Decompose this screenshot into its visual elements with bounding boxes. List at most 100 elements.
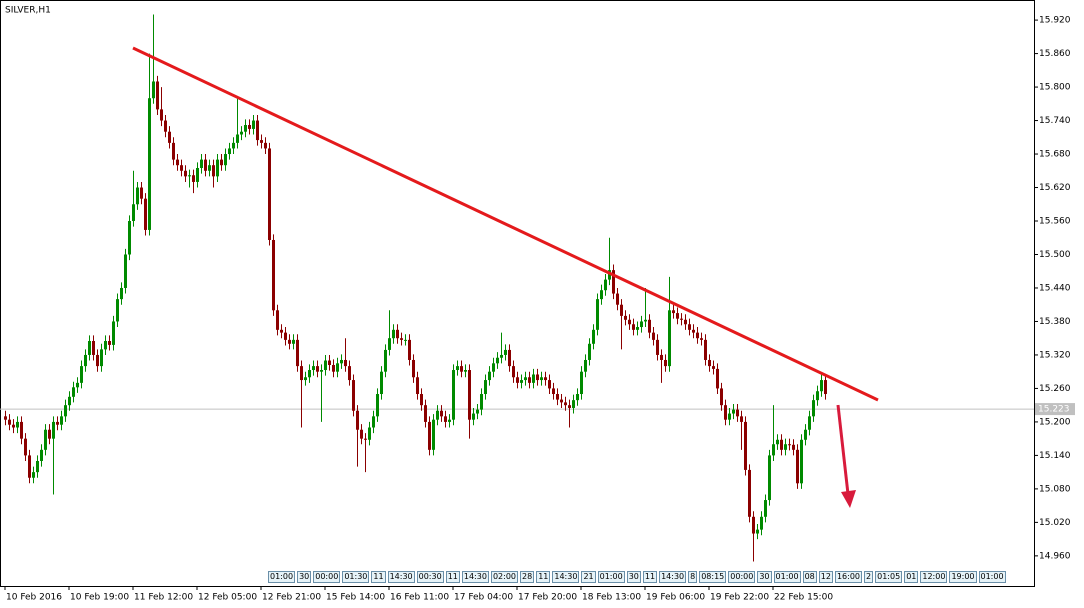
- time-marker: 01:00: [597, 571, 625, 583]
- candle-body: [52, 421, 55, 439]
- candle-body: [196, 167, 199, 182]
- candle-body: [588, 343, 591, 360]
- candle-body: [616, 293, 619, 305]
- candle-body: [772, 444, 775, 456]
- time-marker: 30: [297, 571, 312, 583]
- candle-body: [24, 438, 27, 456]
- candle-body: [336, 363, 339, 372]
- candle-body: [76, 382, 79, 388]
- candle-body: [56, 421, 59, 425]
- y-tick-label: 15.320: [1039, 350, 1071, 360]
- candle-body: [748, 469, 751, 517]
- candle-body: [160, 109, 163, 121]
- candle-body: [92, 340, 95, 355]
- time-marker: 11: [371, 571, 386, 583]
- candle-body: [340, 359, 343, 364]
- candle-body: [372, 416, 375, 428]
- candle-body: [12, 424, 15, 428]
- candle-body: [492, 363, 495, 372]
- candle-body: [640, 321, 643, 328]
- y-tick-label: 15.260: [1039, 384, 1071, 394]
- candle-body: [416, 377, 419, 395]
- candle-body: [808, 416, 811, 430]
- arrow-head: [841, 490, 856, 508]
- candle-body: [192, 175, 195, 182]
- candle-body: [812, 400, 815, 417]
- x-tick-label: 12 Feb 05:00: [198, 593, 257, 603]
- candle-body: [400, 338, 403, 340]
- candle-body: [48, 429, 51, 439]
- x-tick-label: 16 Feb 11:00: [390, 593, 449, 603]
- y-tick-label: 15.680: [1039, 150, 1071, 160]
- candle-body: [204, 159, 207, 171]
- candle-body: [692, 329, 695, 333]
- candle-body: [112, 321, 115, 345]
- candle-body: [20, 421, 23, 439]
- y-tick-label: 15.560: [1039, 217, 1071, 227]
- candle-body: [660, 354, 663, 360]
- plot-frame: [0, 0, 1035, 587]
- time-marker: 01:05: [875, 571, 903, 583]
- y-tick-label: 15.080: [1039, 484, 1071, 494]
- candle-body: [608, 270, 611, 280]
- chart-title: SILVER,H1: [5, 6, 51, 16]
- time-marker: 19:00: [949, 571, 977, 583]
- candle-body: [536, 374, 539, 381]
- candle-body: [780, 439, 783, 450]
- candle-body: [760, 516, 763, 530]
- candle-body: [628, 319, 631, 325]
- candle-body: [700, 338, 703, 340]
- candle-body: [328, 360, 331, 365]
- candle-body: [384, 349, 387, 372]
- candle-body: [792, 444, 795, 450]
- time-marker: 01:30: [342, 571, 370, 583]
- candle-body: [256, 120, 259, 141]
- candle-body: [508, 349, 511, 367]
- candle-body: [824, 380, 827, 395]
- candle-body: [292, 339, 295, 344]
- candle-body: [560, 399, 563, 403]
- candle-body: [548, 380, 551, 389]
- y-tick-label: 15.920: [1039, 16, 1071, 26]
- candle-body: [392, 329, 395, 339]
- time-marker: 08: [802, 571, 817, 583]
- candle-body: [524, 377, 527, 381]
- x-tick-label: 19 Feb 22:00: [710, 593, 769, 603]
- candle-body: [576, 394, 579, 401]
- candle-body: [728, 413, 731, 420]
- candle-body: [376, 394, 379, 417]
- candle-body: [132, 204, 135, 222]
- candle-body: [320, 370, 323, 372]
- candle-body: [164, 120, 167, 132]
- candle-body: [16, 421, 19, 428]
- candle-body: [584, 359, 587, 372]
- candle-body: [600, 290, 603, 300]
- candle-body: [88, 340, 91, 355]
- candle-body: [284, 332, 287, 340]
- candle-body: [552, 388, 555, 395]
- candle-body: [72, 387, 75, 397]
- candle-body: [332, 364, 335, 372]
- candle-body: [652, 332, 655, 340]
- candle-body: [240, 131, 243, 135]
- time-marker: 00:30: [416, 571, 444, 583]
- candle-body: [504, 349, 507, 355]
- time-marker: 01:00: [773, 571, 801, 583]
- candle-body: [120, 287, 123, 300]
- candle-body: [460, 366, 463, 372]
- candle-body: [280, 329, 283, 333]
- candle-body: [528, 377, 531, 383]
- candle-body: [324, 360, 327, 371]
- y-tick-label: 15.740: [1039, 116, 1071, 126]
- y-tick-label: 15.020: [1039, 518, 1071, 528]
- candle-body: [440, 410, 443, 417]
- candle-body: [520, 380, 523, 383]
- candle-body: [268, 148, 271, 240]
- current-price-label: 15.223: [1038, 405, 1070, 415]
- candle-body: [244, 125, 247, 132]
- y-tick-label: 15.500: [1039, 250, 1071, 260]
- candle-body: [540, 377, 543, 381]
- x-tick-label: 22 Feb 15:00: [774, 593, 833, 603]
- x-tick-label: 10 Feb 19:00: [70, 593, 129, 603]
